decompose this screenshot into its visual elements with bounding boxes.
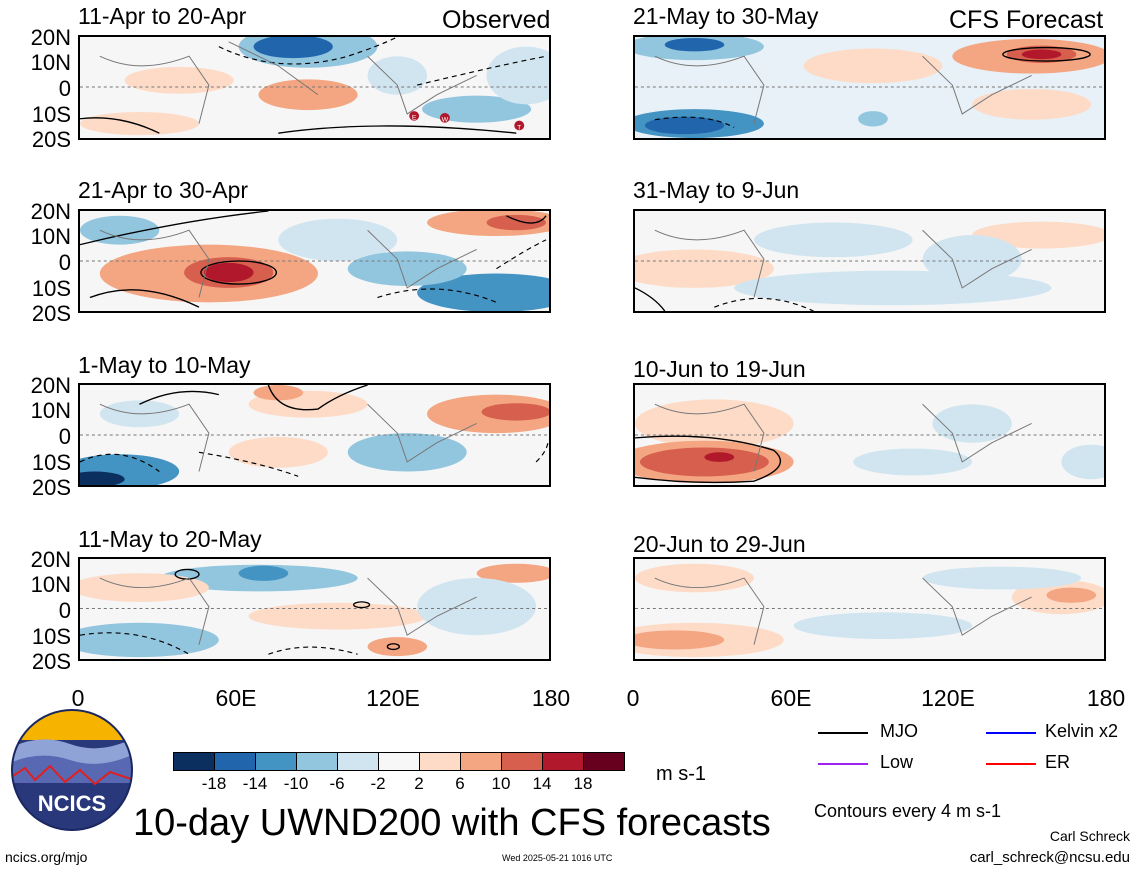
legend-kelvin-label: Kelvin x2 bbox=[1045, 721, 1119, 741]
forecast-column-label: CFS Forecast bbox=[949, 6, 1104, 34]
lat-label: 0 bbox=[58, 598, 71, 623]
colorbar-tick-label: 6 bbox=[455, 774, 465, 793]
lon-label: 60E bbox=[215, 685, 257, 711]
forecast-panel-3-title: 10-Jun to 19-Jun bbox=[633, 356, 806, 382]
lat-label: 0 bbox=[58, 424, 71, 449]
observed-panel-2-title: 21-Apr to 30-Apr bbox=[78, 177, 249, 203]
lat-label: 20S bbox=[31, 649, 71, 674]
colorbar-swatch bbox=[542, 752, 584, 771]
colorbar-tick-label: 10 bbox=[491, 774, 511, 793]
legend-mjo-label: MJO bbox=[880, 721, 918, 741]
colorbar-tick-label: 2 bbox=[414, 774, 424, 793]
legend-low-line bbox=[818, 763, 868, 765]
main-title: 10-day UWND200 with CFS forecasts bbox=[133, 802, 771, 844]
colorbar-swatch bbox=[583, 752, 625, 771]
colorbar-tick-label: 18 bbox=[573, 774, 593, 793]
forecast-map-panel-1 bbox=[633, 35, 1106, 140]
forecast-map-panel-2 bbox=[633, 209, 1106, 313]
observed-panel-1-title: 11-Apr to 20-Apr bbox=[78, 3, 247, 29]
legend-mjo-line bbox=[818, 732, 868, 734]
colorbar-swatch bbox=[378, 752, 420, 771]
lat-label: 20N bbox=[30, 373, 71, 398]
colorbar-tick-label: -18 bbox=[201, 774, 227, 793]
colorbar-tick-label: 14 bbox=[532, 774, 552, 793]
lon-label: 120E bbox=[921, 685, 975, 711]
author-email: carl_schreck@ncsu.edu bbox=[969, 849, 1130, 866]
colorbar-swatch bbox=[296, 752, 338, 771]
forecast-panel-2-title: 31-May to 9-Jun bbox=[633, 177, 800, 203]
observed-map-panel-4 bbox=[78, 557, 551, 661]
lon-label: 60E bbox=[770, 685, 812, 711]
colorbar-tick-label: -6 bbox=[329, 774, 345, 793]
lat-label: 10N bbox=[30, 572, 71, 597]
storm-marker-t: T bbox=[517, 124, 522, 131]
ncics-logo: NCICS bbox=[10, 708, 134, 832]
lat-label: 20S bbox=[31, 127, 71, 152]
legend-low-label: Low bbox=[880, 752, 914, 772]
lat-label: 10S bbox=[31, 624, 71, 649]
colorbar-units: m s-1 bbox=[656, 763, 706, 785]
timestamp: Wed 2025-05-21 1016 UTC bbox=[502, 853, 613, 863]
observed-map-panel-2 bbox=[78, 209, 551, 313]
lat-label: 10N bbox=[30, 50, 71, 75]
observed-panel-3-title: 1-May to 10-May bbox=[78, 352, 251, 378]
colorbar-swatch bbox=[419, 752, 461, 771]
colorbar-tick-label: -10 bbox=[283, 774, 309, 793]
observed-column-label: Observed bbox=[442, 6, 551, 34]
colorbar-swatch bbox=[460, 752, 502, 771]
colorbar-tick-label: -14 bbox=[242, 774, 268, 793]
lat-label: 0 bbox=[58, 76, 71, 101]
lon-label: 180 bbox=[531, 685, 571, 711]
observed-panel-4-title: 11-May to 20-May bbox=[78, 526, 262, 552]
lat-label: 20N bbox=[30, 25, 71, 50]
storm-marker-w: W bbox=[442, 117, 449, 124]
storm-marker-e: E bbox=[412, 115, 417, 122]
colorbar-tick-label: -2 bbox=[370, 774, 386, 793]
lat-label: 20S bbox=[31, 301, 71, 326]
lat-label: 0 bbox=[58, 250, 71, 275]
legend-er-line bbox=[986, 763, 1036, 765]
lat-label: 10S bbox=[31, 450, 71, 475]
lat-label: 20S bbox=[31, 475, 71, 500]
colorbar-swatch bbox=[173, 752, 215, 771]
observed-map-panel-3 bbox=[78, 383, 551, 487]
lon-label: 0 bbox=[626, 685, 640, 711]
lon-label: 120E bbox=[366, 685, 420, 711]
lat-label: 10N bbox=[30, 224, 71, 249]
lat-label: 10N bbox=[30, 398, 71, 423]
observed-map-panel-1: E W T bbox=[78, 35, 551, 140]
website-url: ncics.org/mjo bbox=[5, 849, 88, 865]
forecast-map-panel-3 bbox=[633, 383, 1106, 487]
legend-er-label: ER bbox=[1045, 752, 1071, 772]
legend-kelvin-line bbox=[986, 732, 1036, 734]
colorbar-swatch bbox=[214, 752, 256, 771]
colorbar-swatch bbox=[337, 752, 379, 771]
forecast-map-panel-4 bbox=[633, 557, 1106, 661]
ncics-logo-text: NCICS bbox=[38, 791, 106, 816]
lat-label: 10S bbox=[31, 102, 71, 127]
lat-label: 20N bbox=[30, 199, 71, 224]
author-name: Carl Schreck bbox=[1049, 828, 1130, 844]
lon-label: 180 bbox=[1086, 685, 1126, 711]
forecast-panel-4-title: 20-Jun to 29-Jun bbox=[633, 531, 806, 557]
contour-interval-note: Contours every 4 m s-1 bbox=[814, 801, 1002, 821]
lat-label: 20N bbox=[30, 547, 71, 572]
colorbar-swatch bbox=[501, 752, 543, 771]
lat-label: 10S bbox=[31, 276, 71, 301]
lon-label: 0 bbox=[71, 685, 85, 711]
colorbar-swatch bbox=[255, 752, 297, 771]
forecast-panel-1-title: 21-May to 30-May bbox=[633, 3, 819, 29]
